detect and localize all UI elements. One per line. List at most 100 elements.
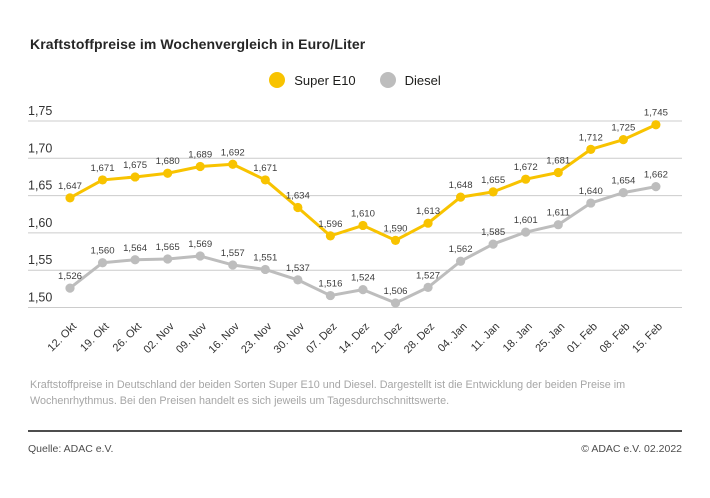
data-point-marker [130,172,140,182]
x-axis-label: 28. Dez [402,321,437,356]
data-point-label: 1,712 [579,132,603,143]
data-point-marker [358,220,368,231]
data-point-marker [651,120,661,130]
y-tick-label: 1,75 [28,104,52,118]
data-point-label: 1,526 [58,271,82,282]
source-row: Quelle: ADAC e.V. © ADAC e.V. 02.2022 [28,443,682,455]
x-axis-label: 26. Okt [111,321,145,355]
data-point-marker [586,198,596,208]
data-point-marker [130,255,140,265]
data-point-label: 1,640 [579,186,603,197]
data-point-label: 1,634 [286,191,311,202]
data-point-label: 1,564 [123,243,148,254]
x-axis-label: 15. Feb [630,321,665,356]
x-axis-label: 16. Nov [207,320,243,356]
x-axis-label: 30. Nov [272,320,308,356]
data-point-label: 1,647 [58,181,82,192]
y-tick-label: 1,50 [28,291,52,305]
data-point-label: 1,524 [351,273,376,284]
y-tick-label: 1,55 [28,253,52,267]
data-point-label: 1,560 [91,246,115,257]
data-point-marker [260,175,270,185]
data-point-label: 1,551 [253,252,277,263]
data-point-marker [228,159,238,169]
diesel-dot-icon [379,72,396,88]
data-point-label: 1,516 [318,279,342,290]
data-point-label: 1,601 [514,215,538,226]
data-point-marker [65,193,75,203]
data-point-marker [586,144,596,154]
x-axis-label: 23. Nov [239,320,275,356]
data-point-label: 1,725 [611,123,635,134]
data-point-marker [97,258,108,268]
data-point-marker [163,254,173,264]
data-point-label: 1,611 [547,208,570,219]
x-axis-label: 07. Dez [304,321,339,356]
data-point-marker [260,264,270,275]
data-point-label: 1,671 [253,163,277,174]
x-axis-label: 18. Jan [501,321,535,355]
data-point-marker [618,188,628,198]
data-point-marker [65,283,75,293]
data-point-marker [456,256,466,266]
data-point-label: 1,672 [514,162,538,173]
data-point-label: 1,681 [546,155,570,166]
legend-label-super-e10: Super E10 [294,72,356,88]
data-point-marker [293,275,303,285]
data-point-label: 1,610 [351,208,375,219]
data-point-marker [293,202,303,213]
data-point-marker [488,187,498,197]
y-tick-label: 1,70 [28,141,52,155]
data-point-label: 1,671 [91,163,115,174]
x-axis-label: 01. Feb [565,321,600,356]
data-point-marker [390,298,401,308]
data-point-label: 1,596 [318,219,342,230]
data-point-label: 1,527 [416,270,440,281]
data-point-label: 1,585 [481,227,505,238]
super-e10-dot-icon [269,72,286,88]
data-point-label: 1,680 [156,156,180,167]
data-point-marker [553,220,563,230]
data-point-label: 1,506 [383,286,407,297]
data-point-marker [97,175,108,185]
data-point-label: 1,565 [156,242,180,253]
data-point-marker [423,218,433,228]
copyright-text: © ADAC e.V. 02.2022 [581,443,682,455]
data-point-label: 1,562 [449,244,473,255]
y-tick-label: 1,60 [28,216,52,230]
x-axis-label: 04. Jan [436,321,470,355]
legend-item-super-e10: Super E10 [269,72,356,88]
data-point-label: 1,557 [221,248,245,259]
data-point-marker [521,227,531,237]
data-point-marker [228,260,238,270]
data-point-label: 1,692 [221,147,245,158]
data-point-marker [553,167,563,178]
data-point-marker [488,239,498,249]
data-point-marker [651,182,661,192]
x-axis-label: 08. Feb [598,321,633,356]
divider-line [28,430,682,432]
x-axis-label: 14. Dez [337,321,372,356]
data-point-label: 1,569 [188,239,212,250]
data-point-marker [358,284,368,295]
data-point-label: 1,590 [383,223,407,234]
legend-label-diesel: Diesel [404,72,441,88]
data-point-marker [163,168,173,178]
chart-footnote: Kraftstoffpreise in Deutschland der beid… [30,379,626,408]
x-axis-label: 02. Nov [141,320,177,356]
data-point-marker [325,290,335,301]
data-point-marker [390,235,401,245]
data-point-label: 1,655 [481,175,505,186]
data-point-label: 1,648 [449,180,473,191]
data-point-label: 1,745 [644,108,668,119]
chart-legend: Super E10 Diesel [0,72,710,88]
data-point-marker [456,192,466,202]
data-point-label: 1,654 [611,176,636,187]
x-axis-label: 21. Dez [369,321,404,356]
data-point-label: 1,689 [188,150,212,161]
x-axis-label: 11. Jan [469,321,502,354]
page-title: Kraftstoffpreise im Wochenvergleich in E… [30,36,366,52]
data-point-label: 1,675 [123,160,147,171]
